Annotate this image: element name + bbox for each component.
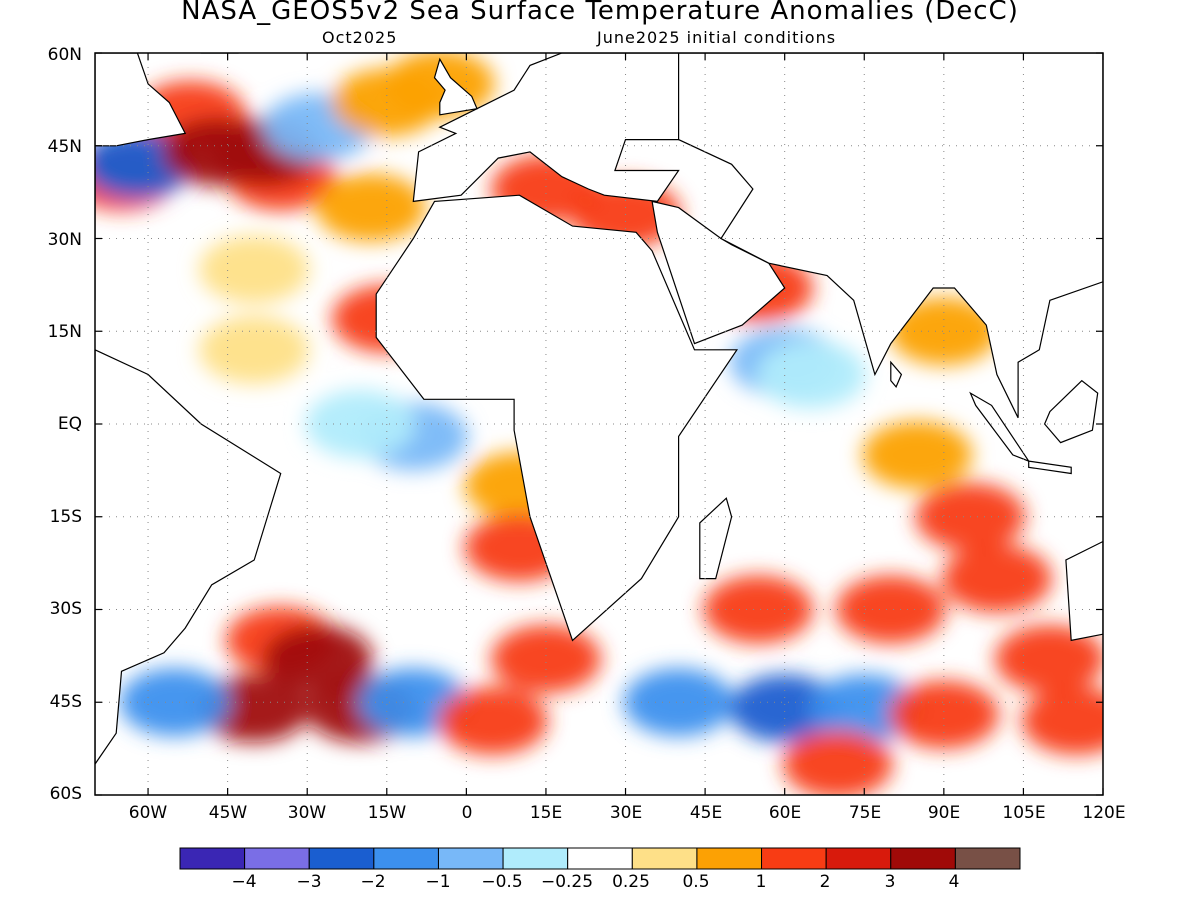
anomaly-region bbox=[756, 340, 867, 409]
lat-tick-label: EQ bbox=[57, 414, 82, 434]
arabia-landmass bbox=[651, 200, 786, 345]
anomaly-region bbox=[729, 674, 840, 743]
colorbar-swatch bbox=[696, 847, 763, 870]
greenland-landmass bbox=[200, 53, 239, 54]
anomaly-region bbox=[941, 544, 1052, 613]
africa-landmass bbox=[375, 194, 739, 642]
colorbar-swatch bbox=[761, 847, 827, 870]
lon-tick-label: 60E bbox=[768, 803, 802, 823]
lat-tick-label: 60N bbox=[47, 45, 82, 65]
colorbar-label: −2 bbox=[360, 872, 386, 892]
south-america-landmass bbox=[95, 349, 282, 766]
madagascar-landmass bbox=[699, 497, 733, 580]
anomaly-region bbox=[782, 730, 893, 795]
anomaly-region bbox=[305, 390, 416, 458]
colorbar-swatch bbox=[631, 847, 698, 870]
anomaly-region bbox=[623, 668, 734, 737]
colorbar-label: −3 bbox=[296, 872, 322, 892]
north-america-landmass bbox=[95, 53, 187, 301]
lon-tick-label: 30E bbox=[609, 803, 643, 823]
lon-tick-label: 60W bbox=[128, 803, 168, 823]
sri-lanka-landmass bbox=[890, 360, 903, 389]
colorbar-label: 0.5 bbox=[682, 872, 710, 892]
anomaly-blobs bbox=[95, 53, 1103, 795]
iceland-landmass bbox=[334, 10, 392, 29]
lon-tick-label: 15E bbox=[529, 803, 563, 823]
anomaly-region bbox=[199, 315, 310, 384]
anomaly-region bbox=[835, 575, 946, 644]
anomaly-region bbox=[888, 297, 999, 366]
australia-landmass bbox=[1065, 540, 1103, 642]
anomaly-region bbox=[703, 575, 814, 644]
colorbar-label: 0.25 bbox=[612, 872, 650, 892]
anomaly-region bbox=[490, 624, 601, 693]
anomaly-region bbox=[119, 668, 230, 737]
colorbar-swatch bbox=[437, 847, 504, 870]
lat-tick-label: 15S bbox=[49, 507, 82, 527]
lon-tick-label: 90E bbox=[927, 803, 961, 823]
lon-tick-label: 120E bbox=[1082, 803, 1126, 823]
anomaly-region bbox=[888, 680, 999, 749]
anomaly-region bbox=[1021, 686, 1103, 755]
colorbar-swatch bbox=[502, 847, 569, 870]
colorbar-swatch bbox=[954, 847, 1021, 870]
colorbar-swatch bbox=[825, 847, 892, 870]
colorbar-swatch bbox=[890, 847, 956, 870]
lat-tick-label: 45N bbox=[47, 137, 82, 157]
anomaly-region bbox=[199, 235, 310, 304]
lat-tick-label: 60S bbox=[49, 784, 82, 804]
lon-tick-label: 15W bbox=[367, 803, 407, 823]
colorbar-label: −0.5 bbox=[481, 872, 523, 892]
lat-lon-grid bbox=[95, 53, 1103, 795]
lat-tick-label: 30N bbox=[47, 230, 82, 250]
initial-conditions: June2025 initial conditions bbox=[597, 28, 837, 47]
colorbar-label: 4 bbox=[948, 872, 960, 892]
lon-tick-label: 45W bbox=[208, 803, 248, 823]
lat-tick-label: 45S bbox=[49, 692, 82, 712]
colorbar-swatch bbox=[179, 847, 246, 870]
java-landmass bbox=[1028, 460, 1072, 475]
lon-tick-label: 30W bbox=[287, 803, 327, 823]
borneo-landmass bbox=[1043, 379, 1099, 444]
lon-tick-label: 75E bbox=[848, 803, 882, 823]
colorbar-swatch bbox=[567, 847, 633, 870]
colorbar-label: 1 bbox=[755, 872, 767, 892]
forecast-month: Oct2025 bbox=[322, 28, 398, 47]
anomaly-region bbox=[994, 624, 1103, 693]
anomaly-region bbox=[315, 173, 426, 242]
colorbar-label: −1 bbox=[425, 872, 451, 892]
lon-tick-label: 105E bbox=[1002, 803, 1046, 823]
colorbar-label: −4 bbox=[231, 872, 257, 892]
anomaly-region bbox=[437, 686, 548, 755]
lat-tick-label: 30S bbox=[49, 599, 82, 619]
lat-tick-label: 15N bbox=[47, 322, 82, 342]
axis-ticks bbox=[95, 52, 1104, 796]
anomaly-region bbox=[862, 420, 973, 489]
colorbar-swatch bbox=[373, 847, 439, 870]
sumatra-landmass bbox=[969, 391, 1031, 463]
lon-tick-label: 0 bbox=[461, 803, 473, 823]
colorbar-label: −0.25 bbox=[540, 872, 594, 892]
colorbar-swatch bbox=[244, 847, 310, 870]
colorbar bbox=[179, 847, 1021, 870]
colorbar-label: 2 bbox=[819, 872, 831, 892]
colorbar-label: 3 bbox=[884, 872, 896, 892]
colorbar-swatch bbox=[308, 847, 375, 870]
lon-tick-label: 45E bbox=[689, 803, 723, 823]
europe-landmass bbox=[412, 53, 680, 203]
great-britain-landmass bbox=[433, 57, 478, 116]
map-title: NASA_GEOS5v2 Sea Surface Temperature Ano… bbox=[181, 0, 1019, 26]
